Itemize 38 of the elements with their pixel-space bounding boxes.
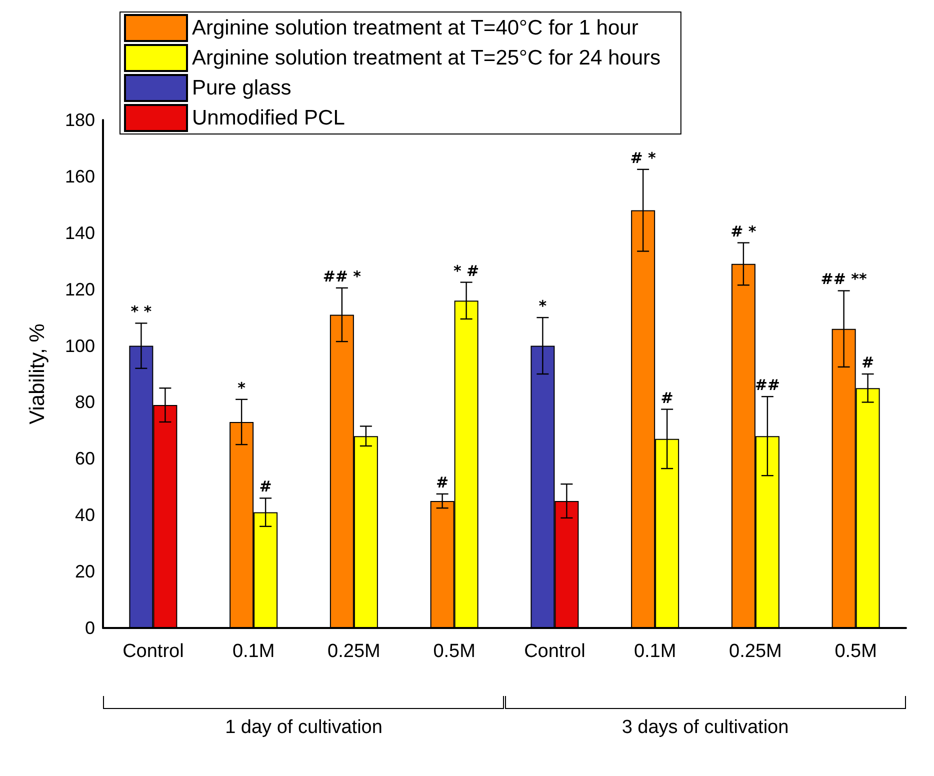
y-tick-label: 120 [64, 279, 95, 300]
y-tick-label: 40 [74, 505, 95, 526]
x-tick-label: 0.5M [433, 641, 476, 662]
data-label: # [259, 478, 272, 496]
y-tick-label: 100 [64, 336, 95, 356]
legend-label: Unmodified PCL [192, 106, 345, 130]
x-tick-label: Control [524, 641, 586, 662]
y-tick-label: 160 [64, 166, 95, 186]
data-label: * [538, 297, 547, 316]
y-axis-title: Viability, % [26, 324, 49, 424]
y-tick-label: 20 [74, 562, 95, 582]
y-tick-label: 60 [74, 448, 95, 469]
y-tick-label: 80 [74, 392, 95, 412]
text: 3 days of cultivation [620, 717, 790, 739]
data-label: * [238, 378, 246, 397]
data-label: # * [630, 148, 656, 167]
legend-label: Arginine solution treatment at T=25°C for 24 hours [192, 46, 661, 70]
y-tick-label: 0 [84, 618, 95, 638]
data-label: # [436, 473, 449, 492]
data-label: ## ** [820, 270, 867, 288]
legend-label: Pure glass [192, 76, 292, 100]
data-label: * # [453, 262, 480, 280]
x-tick-label: Control [122, 641, 184, 662]
x-tick-label: 0.25M [729, 641, 782, 662]
x-tick-label: 0.5M [834, 641, 877, 662]
x-tick-label: 0.1M [634, 641, 676, 662]
text: 1 day of cultivation [224, 717, 384, 739]
x-tick-label: 0.25M [328, 641, 380, 662]
data-label: # * [730, 222, 756, 240]
data-label: ## [754, 376, 780, 394]
x-tick-label: 0.1M [232, 641, 275, 662]
data-label: # [862, 354, 874, 372]
data-label: * * [130, 302, 152, 321]
y-tick-label: 180 [64, 110, 95, 130]
data-label: # [660, 388, 674, 407]
legend-label: Arginine solution treatment at T=40°C for 1 hour [192, 16, 638, 40]
data-label: ## * [322, 267, 362, 286]
y-tick-label: 140 [64, 222, 95, 243]
